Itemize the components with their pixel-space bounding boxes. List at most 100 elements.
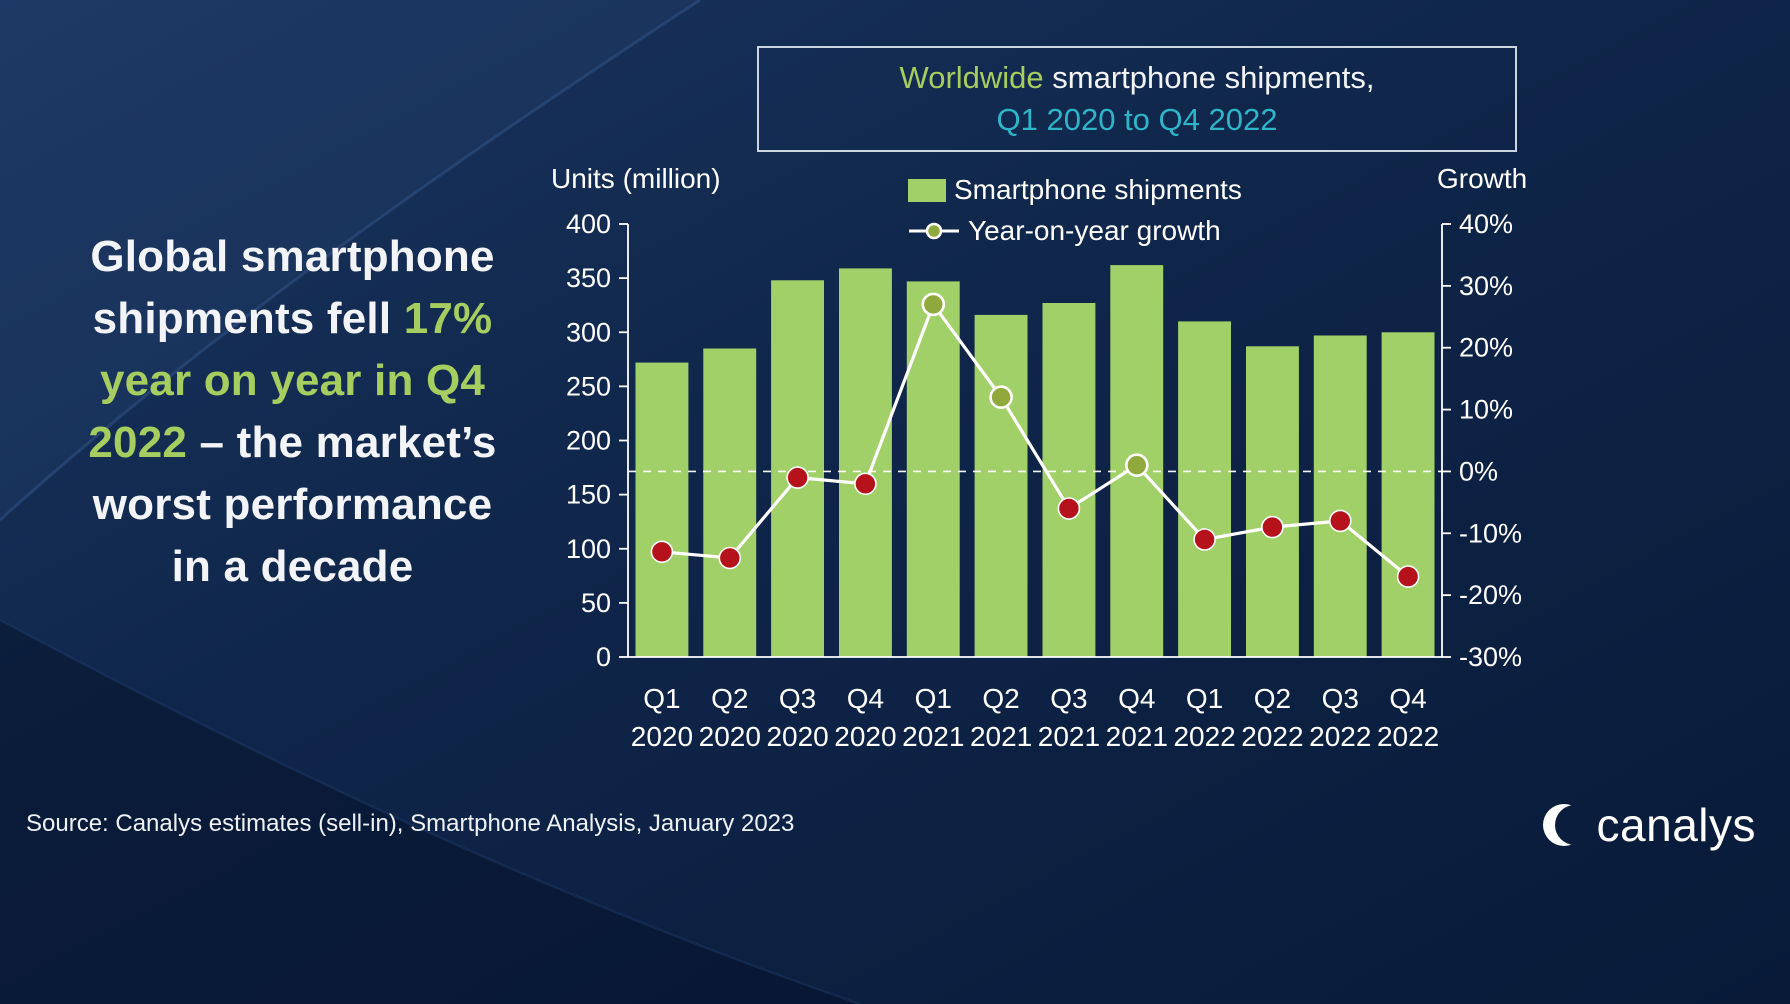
x-label-quarter-q4-2021: Q4 [1118, 683, 1155, 714]
x-label-year-q4-2020: 2020 [834, 721, 896, 752]
left-tick-300: 300 [566, 317, 611, 347]
headline-text: worst performance [92, 480, 493, 529]
growth-marker-q1-2021 [921, 292, 946, 317]
right-tick-40: 40% [1459, 209, 1513, 239]
headline-text: Global smartphone [90, 232, 495, 281]
x-label-quarter-q2-2021: Q2 [982, 683, 1019, 714]
x-label-quarter-q1-2020: Q1 [643, 683, 680, 714]
growth-marker-q4-2020 [854, 472, 877, 496]
x-label-year-q2-2020: 2020 [699, 721, 761, 752]
chart-title: Worldwide smartphone shipments, [900, 60, 1375, 96]
bar-q4-2020 [839, 268, 892, 657]
x-label-year-q3-2021: 2021 [1038, 721, 1100, 752]
chart-subtitle: Q1 2020 to Q4 2022 [996, 102, 1278, 137]
growth-marker-q3-2020 [786, 466, 809, 489]
shipment-bars [635, 265, 1435, 658]
canalys-logo-icon [1542, 804, 1585, 846]
growth-marker-q1-2022 [1193, 528, 1216, 551]
x-label-quarter-q2-2022: Q2 [1254, 683, 1291, 714]
x-label-year-q2-2021: 2021 [970, 721, 1032, 752]
canalys-logo: canalys [1540, 798, 1756, 852]
growth-marker-q2-2021 [989, 385, 1013, 410]
growth-markers [650, 292, 1420, 588]
bar-q4-2022 [1381, 332, 1435, 658]
growth-marker-q4-2022 [1396, 565, 1420, 588]
left-tick-400: 400 [566, 209, 611, 239]
x-label-quarter-q1-2021: Q1 [915, 683, 952, 714]
right-tick--30: -30% [1459, 642, 1522, 672]
legend-shipments-label: Smartphone shipments [954, 174, 1242, 205]
right-tick-10: 10% [1459, 395, 1513, 425]
headline-line-4: 2022 – the market’s [25, 412, 560, 474]
legend-item-shipments: Smartphone shipments [908, 174, 1242, 206]
headline-highlight: year on year in Q4 [99, 356, 486, 405]
growth-line [661, 301, 1410, 578]
right-tick-0: 0% [1459, 456, 1498, 486]
bar-q2-2021 [974, 314, 1028, 657]
bar-q2-2022 [1246, 346, 1299, 657]
headline-highlight: 2022 [88, 418, 188, 467]
x-label-year-q4-2022: 2022 [1377, 721, 1439, 752]
growth-marker-q4-2021 [1125, 453, 1149, 478]
bar-q1-2022 [1178, 321, 1231, 657]
bar-q2-2020 [703, 348, 757, 657]
category-labels: Q1 2020 Q2 2020 Q3 2020 Q4 2020 Q1 2021 Q2 2021 Q3 20… [631, 683, 1439, 752]
chart-title-rest: smartphone shipments, [1043, 60, 1375, 96]
x-label-year-q2-2022: 2022 [1241, 721, 1303, 752]
growth-marker-q1-2020 [650, 540, 674, 564]
right-tick--20: -20% [1459, 580, 1522, 610]
right-tick--10: -10% [1459, 518, 1522, 548]
bar-q1-2021 [906, 281, 960, 657]
x-label-year-q3-2020: 2020 [766, 721, 828, 752]
bar-q3-2022 [1313, 335, 1367, 657]
left-tick-350: 350 [566, 263, 611, 293]
growth-marker-q2-2022 [1261, 515, 1284, 539]
x-label-year-q1-2020: 2020 [631, 721, 693, 752]
right-axis-ticks: -30% -20% -10% 0% 10% 20% 30% 40% [1442, 209, 1522, 672]
x-label-year-q1-2021: 2021 [902, 721, 964, 752]
legend-item-growth: Year-on-year growth [908, 215, 1242, 247]
chart-title-highlight: Worldwide [899, 60, 1044, 96]
x-label-year-q1-2022: 2022 [1173, 721, 1235, 752]
right-tick-30: 30% [1459, 271, 1513, 301]
left-axis-title: Units (million) [551, 163, 721, 194]
chart-title-box: Worldwide smartphone shipments, Q1 2020 … [757, 46, 1517, 152]
line-marker-icon [909, 222, 959, 240]
x-label-quarter-q4-2022: Q4 [1389, 683, 1426, 714]
source-note: Source: Canalys estimates (sell-in), Sma… [26, 810, 795, 837]
headline-highlight: 17% [403, 294, 493, 343]
headline-line-2: shipments fell 17% [25, 288, 560, 350]
headline-text: – the market’s [187, 418, 497, 467]
x-label-year-q3-2022: 2022 [1309, 721, 1371, 752]
headline-text: shipments fell [92, 294, 404, 343]
headline-line-1: Global smartphone [25, 226, 560, 288]
x-label-quarter-q1-2022: Q1 [1186, 683, 1223, 714]
headline-line-6: in a decade [25, 536, 560, 598]
left-tick-0: 0 [596, 642, 611, 672]
right-axis-title: Growth [1437, 163, 1528, 194]
growth-marker-q3-2021 [1057, 497, 1081, 520]
x-label-quarter-q3-2022: Q3 [1322, 683, 1359, 714]
left-tick-50: 50 [581, 588, 611, 618]
right-tick-20: 20% [1459, 333, 1513, 363]
x-label-quarter-q4-2020: Q4 [847, 683, 884, 714]
growth-marker-q2-2020 [718, 546, 742, 570]
headline: Global smartphone shipments fell 17% yea… [25, 226, 560, 598]
bar-q1-2020 [635, 362, 689, 657]
left-axis-ticks: 0 50 100 150 200 250 300 350 400 [566, 209, 628, 672]
growth-marker-q3-2022 [1329, 509, 1352, 533]
x-label-quarter-q2-2020: Q2 [711, 683, 748, 714]
left-tick-150: 150 [566, 480, 611, 510]
x-label-year-q4-2021: 2021 [1106, 721, 1168, 752]
left-tick-100: 100 [566, 534, 611, 564]
left-tick-250: 250 [566, 371, 611, 401]
x-label-quarter-q3-2021: Q3 [1050, 683, 1087, 714]
chart-legend: Smartphone shipments Year-on-year growth [908, 174, 1242, 247]
legend-growth-label: Year-on-year growth [968, 215, 1221, 246]
left-tick-200: 200 [566, 426, 611, 456]
canalys-logo-text: canalys [1596, 799, 1756, 851]
x-label-quarter-q3-2020: Q3 [779, 683, 816, 714]
